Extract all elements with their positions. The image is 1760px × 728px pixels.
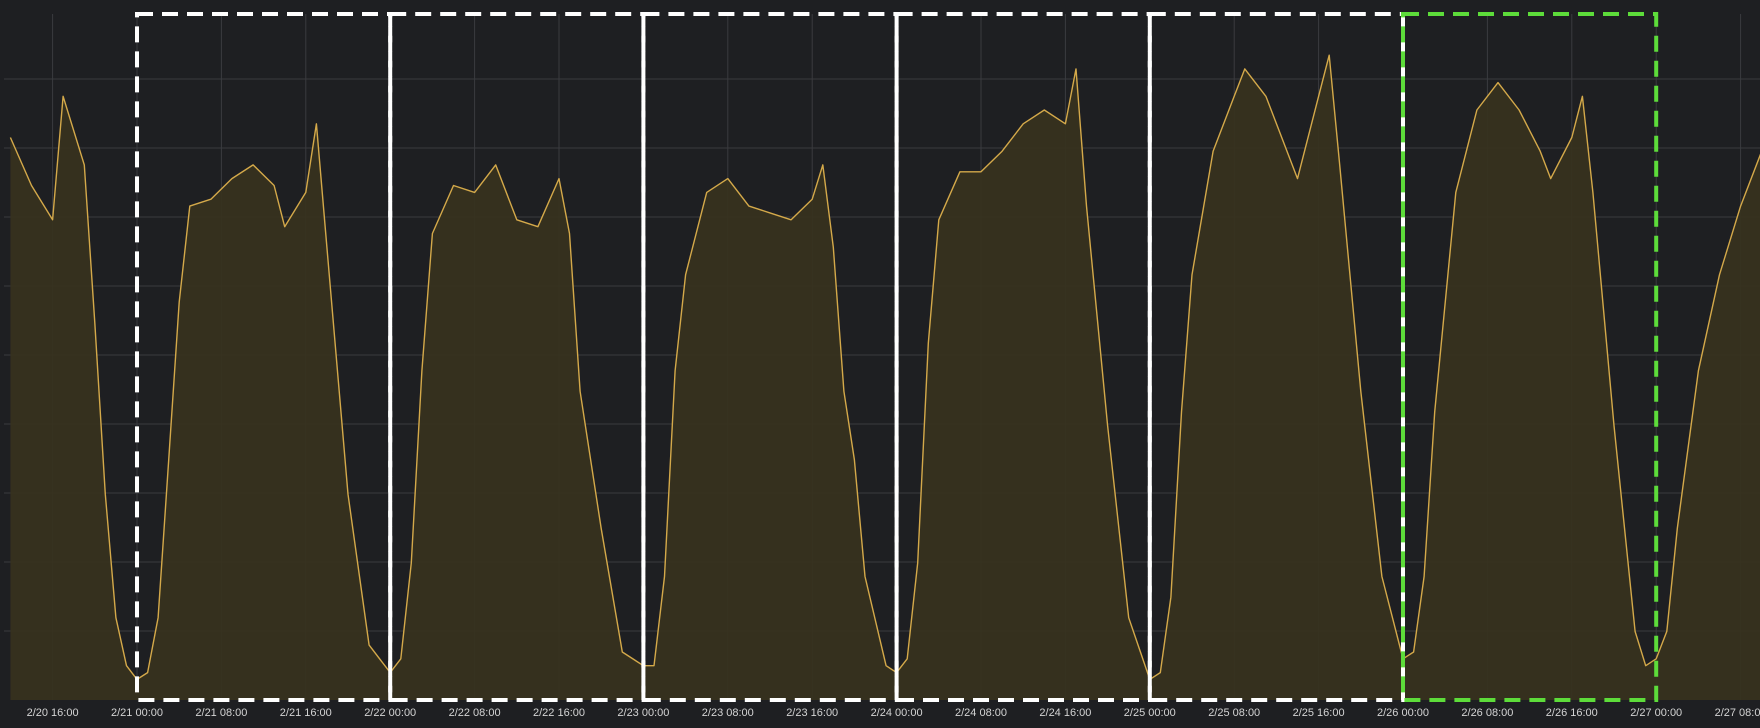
x-tick-label: 2/22 00:00 [364,707,416,719]
day-highlight-box [894,12,1152,702]
x-tick-label: 2/23 08:00 [702,707,754,719]
x-tick-label: 2/26 16:00 [1546,707,1598,719]
x-tick-label: 2/26 00:00 [1377,707,1429,719]
x-tick-label: 2/27 08:00 [1715,707,1760,719]
x-tick-label: 2/25 16:00 [1293,707,1345,719]
day-highlight-boxes [135,12,1659,702]
series-line [9,54,1760,681]
x-tick-label: 2/27 00:00 [1630,707,1682,719]
x-tick-label: 2/21 00:00 [111,707,163,719]
x-tick-label: 2/22 08:00 [449,707,501,719]
x-tick-label: 2/23 00:00 [617,707,669,719]
x-tick-label: 2/24 00:00 [871,707,923,719]
x-tick-label: 2/24 08:00 [955,707,1007,719]
x-tick-label: 2/22 16:00 [533,707,585,719]
x-tick-label: 2/25 08:00 [1208,707,1260,719]
x-tick-label: 2/21 08:00 [195,707,247,719]
day-highlight-box [135,12,393,702]
series-area-fill [10,55,1760,700]
x-tick-label: 2/23 16:00 [786,707,838,719]
x-tick-label: 2/21 16:00 [280,707,332,719]
day-highlight-box [1401,12,1659,702]
x-tick-label: 2/26 08:00 [1461,707,1513,719]
x-axis-tick-labels: 2/20 16:00 2/21 00:00 2/21 08:00 2/21 16:00… [27,707,1760,719]
day-highlight-box [641,12,899,702]
day-highlight-box [388,12,646,702]
x-tick-label: 2/24 16:00 [1039,707,1091,719]
x-tick-label: 2/20 16:00 [27,707,79,719]
x-tick-label: 2/25 00:00 [1124,707,1176,719]
day-highlight-box [1147,12,1406,702]
